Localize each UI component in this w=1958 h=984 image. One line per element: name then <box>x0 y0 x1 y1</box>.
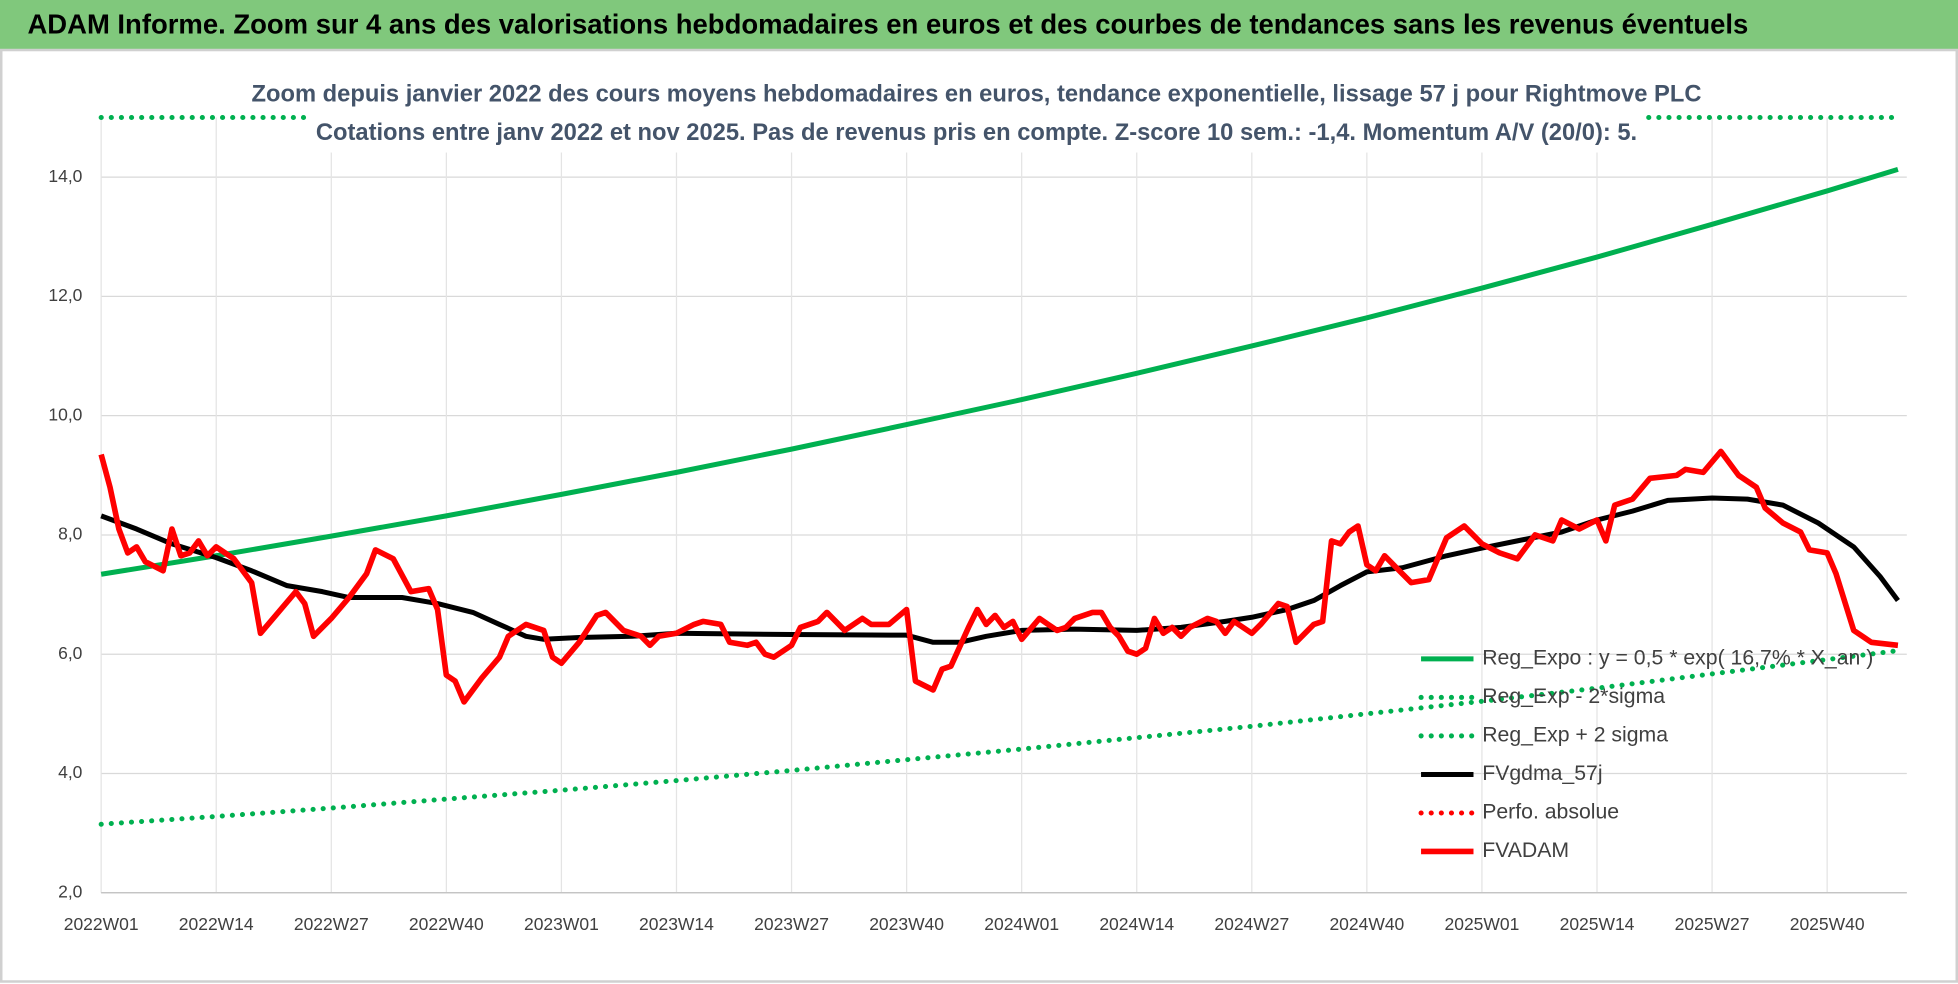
legend-label: Reg_Expo : y = 0,5 * exp( 16,7% * X_an ) <box>1482 646 1873 670</box>
legend-label: Reg_Exp - 2*sigma <box>1482 684 1665 708</box>
x-tick-label: 2023W27 <box>754 914 829 934</box>
x-tick-label: 2022W01 <box>64 914 139 934</box>
y-tick-label: 8,0 <box>58 524 83 544</box>
legend-label: FVgdma_57j <box>1482 761 1602 785</box>
x-tick-label: 2022W14 <box>179 914 254 934</box>
series-line <box>98 448 1899 705</box>
chart-title: Zoom depuis janvier 2022 des cours moyen… <box>252 81 1702 107</box>
y-tick-label: 2,0 <box>58 881 83 901</box>
x-tick-label: 2024W27 <box>1214 914 1289 934</box>
x-tick-label: 2023W01 <box>524 914 599 934</box>
x-tick-label: 2024W40 <box>1329 914 1404 934</box>
x-tick-label: 2025W40 <box>1790 914 1865 934</box>
series-line <box>100 167 1899 577</box>
chart-frame <box>0 48 1958 983</box>
x-tick-label: 2023W40 <box>869 914 944 934</box>
x-tick-label: 2022W40 <box>409 914 484 934</box>
y-tick-label: 12,0 <box>48 285 82 305</box>
x-tick-label: 2025W01 <box>1445 914 1520 934</box>
y-tick-label: 10,0 <box>48 404 82 424</box>
legend-label: Reg_Exp + 2 sigma <box>1482 723 1668 747</box>
banner <box>0 0 1958 51</box>
x-tick-label: 2024W01 <box>984 914 1059 934</box>
title-background <box>309 72 1644 153</box>
y-tick-label: 4,0 <box>58 762 83 782</box>
page-title: ADAM Informe. Zoom sur 4 ans des valoris… <box>27 9 1748 40</box>
legend-label: Perfo. absolue <box>1482 800 1619 824</box>
x-tick-label: 2023W14 <box>639 914 714 934</box>
legend-label: FVADAM <box>1482 838 1569 862</box>
x-tick-label: 2024W14 <box>1099 914 1174 934</box>
y-tick-label: 14,0 <box>48 166 82 186</box>
y-tick-label: 6,0 <box>58 643 83 663</box>
x-tick-label: 2022W27 <box>294 914 369 934</box>
x-tick-label: 2025W27 <box>1675 914 1750 934</box>
series-line <box>100 495 1900 645</box>
x-tick-label: 2025W14 <box>1560 914 1635 934</box>
chart-subtitle: Cotations entre janv 2022 et nov 2025. P… <box>316 120 1637 146</box>
